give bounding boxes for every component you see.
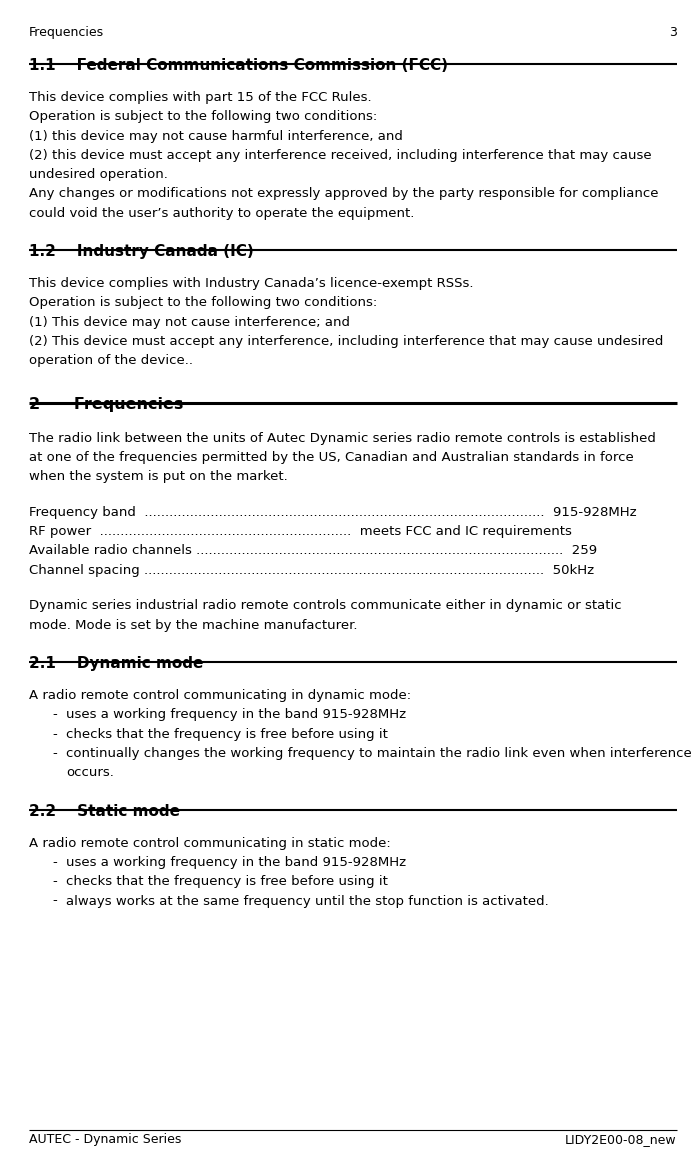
Text: Frequencies: Frequencies bbox=[29, 26, 104, 39]
Text: checks that the frequency is free before using it: checks that the frequency is free before… bbox=[66, 875, 388, 888]
Text: -: - bbox=[52, 875, 57, 888]
Text: continually changes the working frequency to maintain the radio link even when i: continually changes the working frequenc… bbox=[66, 747, 692, 760]
Text: 2      Frequencies: 2 Frequencies bbox=[29, 397, 184, 412]
Text: The radio link between the units of Autec Dynamic series radio remote controls i: The radio link between the units of Aute… bbox=[29, 432, 656, 445]
Text: could void the user’s authority to operate the equipment.: could void the user’s authority to opera… bbox=[29, 207, 415, 219]
Text: 1.1    Federal Communications Commission (FCC): 1.1 Federal Communications Commission (F… bbox=[29, 58, 448, 74]
Text: Operation is subject to the following two conditions:: Operation is subject to the following tw… bbox=[29, 296, 377, 309]
Text: RF power  .............................................................  meets F: RF power ...............................… bbox=[29, 525, 572, 538]
Text: uses a working frequency in the band 915-928MHz: uses a working frequency in the band 915… bbox=[66, 708, 406, 721]
Text: (2) this device must accept any interference received, including interference th: (2) this device must accept any interfer… bbox=[29, 148, 652, 162]
Text: operation of the device..: operation of the device.. bbox=[29, 354, 193, 368]
Text: -: - bbox=[52, 855, 57, 869]
Text: 2.2    Static mode: 2.2 Static mode bbox=[29, 804, 180, 819]
Text: -: - bbox=[52, 894, 57, 908]
Text: uses a working frequency in the band 915-928MHz: uses a working frequency in the band 915… bbox=[66, 855, 406, 869]
Text: (1) This device may not cause interference; and: (1) This device may not cause interferen… bbox=[29, 315, 350, 329]
Text: (2) This device must accept any interference, including interference that may ca: (2) This device must accept any interfer… bbox=[29, 335, 663, 348]
Text: This device complies with part 15 of the FCC Rules.: This device complies with part 15 of the… bbox=[29, 91, 372, 104]
Text: LIDY2E00-08_new: LIDY2E00-08_new bbox=[565, 1133, 677, 1146]
Text: checks that the frequency is free before using it: checks that the frequency is free before… bbox=[66, 727, 388, 741]
Text: (1) this device may not cause harmful interference, and: (1) this device may not cause harmful in… bbox=[29, 130, 403, 142]
Text: 1.2    Industry Canada (IC): 1.2 Industry Canada (IC) bbox=[29, 244, 254, 259]
Text: Available radio channels .......................................................: Available radio channels ...............… bbox=[29, 544, 597, 558]
Text: 2.1    Dynamic mode: 2.1 Dynamic mode bbox=[29, 656, 204, 671]
Text: when the system is put on the market.: when the system is put on the market. bbox=[29, 470, 288, 483]
Text: occurs.: occurs. bbox=[66, 766, 114, 780]
Text: always works at the same frequency until the stop function is activated.: always works at the same frequency until… bbox=[66, 894, 549, 908]
Text: at one of the frequencies permitted by the US, Canadian and Australian standards: at one of the frequencies permitted by t… bbox=[29, 450, 634, 464]
Text: A radio remote control communicating in static mode:: A radio remote control communicating in … bbox=[29, 837, 391, 850]
Text: Operation is subject to the following two conditions:: Operation is subject to the following tw… bbox=[29, 111, 377, 124]
Text: Dynamic series industrial radio remote controls communicate either in dynamic or: Dynamic series industrial radio remote c… bbox=[29, 599, 622, 613]
Text: Any changes or modifications not expressly approved by the party responsible for: Any changes or modifications not express… bbox=[29, 187, 658, 201]
Text: 3: 3 bbox=[669, 26, 677, 39]
Text: Frequency band  ................................................................: Frequency band .........................… bbox=[29, 505, 637, 519]
Text: undesired operation.: undesired operation. bbox=[29, 168, 168, 181]
Text: mode. Mode is set by the machine manufacturer.: mode. Mode is set by the machine manufac… bbox=[29, 619, 358, 631]
Text: This device complies with Industry Canada’s licence-exempt RSSs.: This device complies with Industry Canad… bbox=[29, 277, 474, 291]
Text: -: - bbox=[52, 747, 57, 760]
Text: Channel spacing ................................................................: Channel spacing ........................… bbox=[29, 564, 594, 576]
Text: A radio remote control communicating in dynamic mode:: A radio remote control communicating in … bbox=[29, 689, 411, 703]
Text: -: - bbox=[52, 708, 57, 721]
Text: AUTEC - Dynamic Series: AUTEC - Dynamic Series bbox=[29, 1133, 182, 1146]
Text: -: - bbox=[52, 727, 57, 741]
